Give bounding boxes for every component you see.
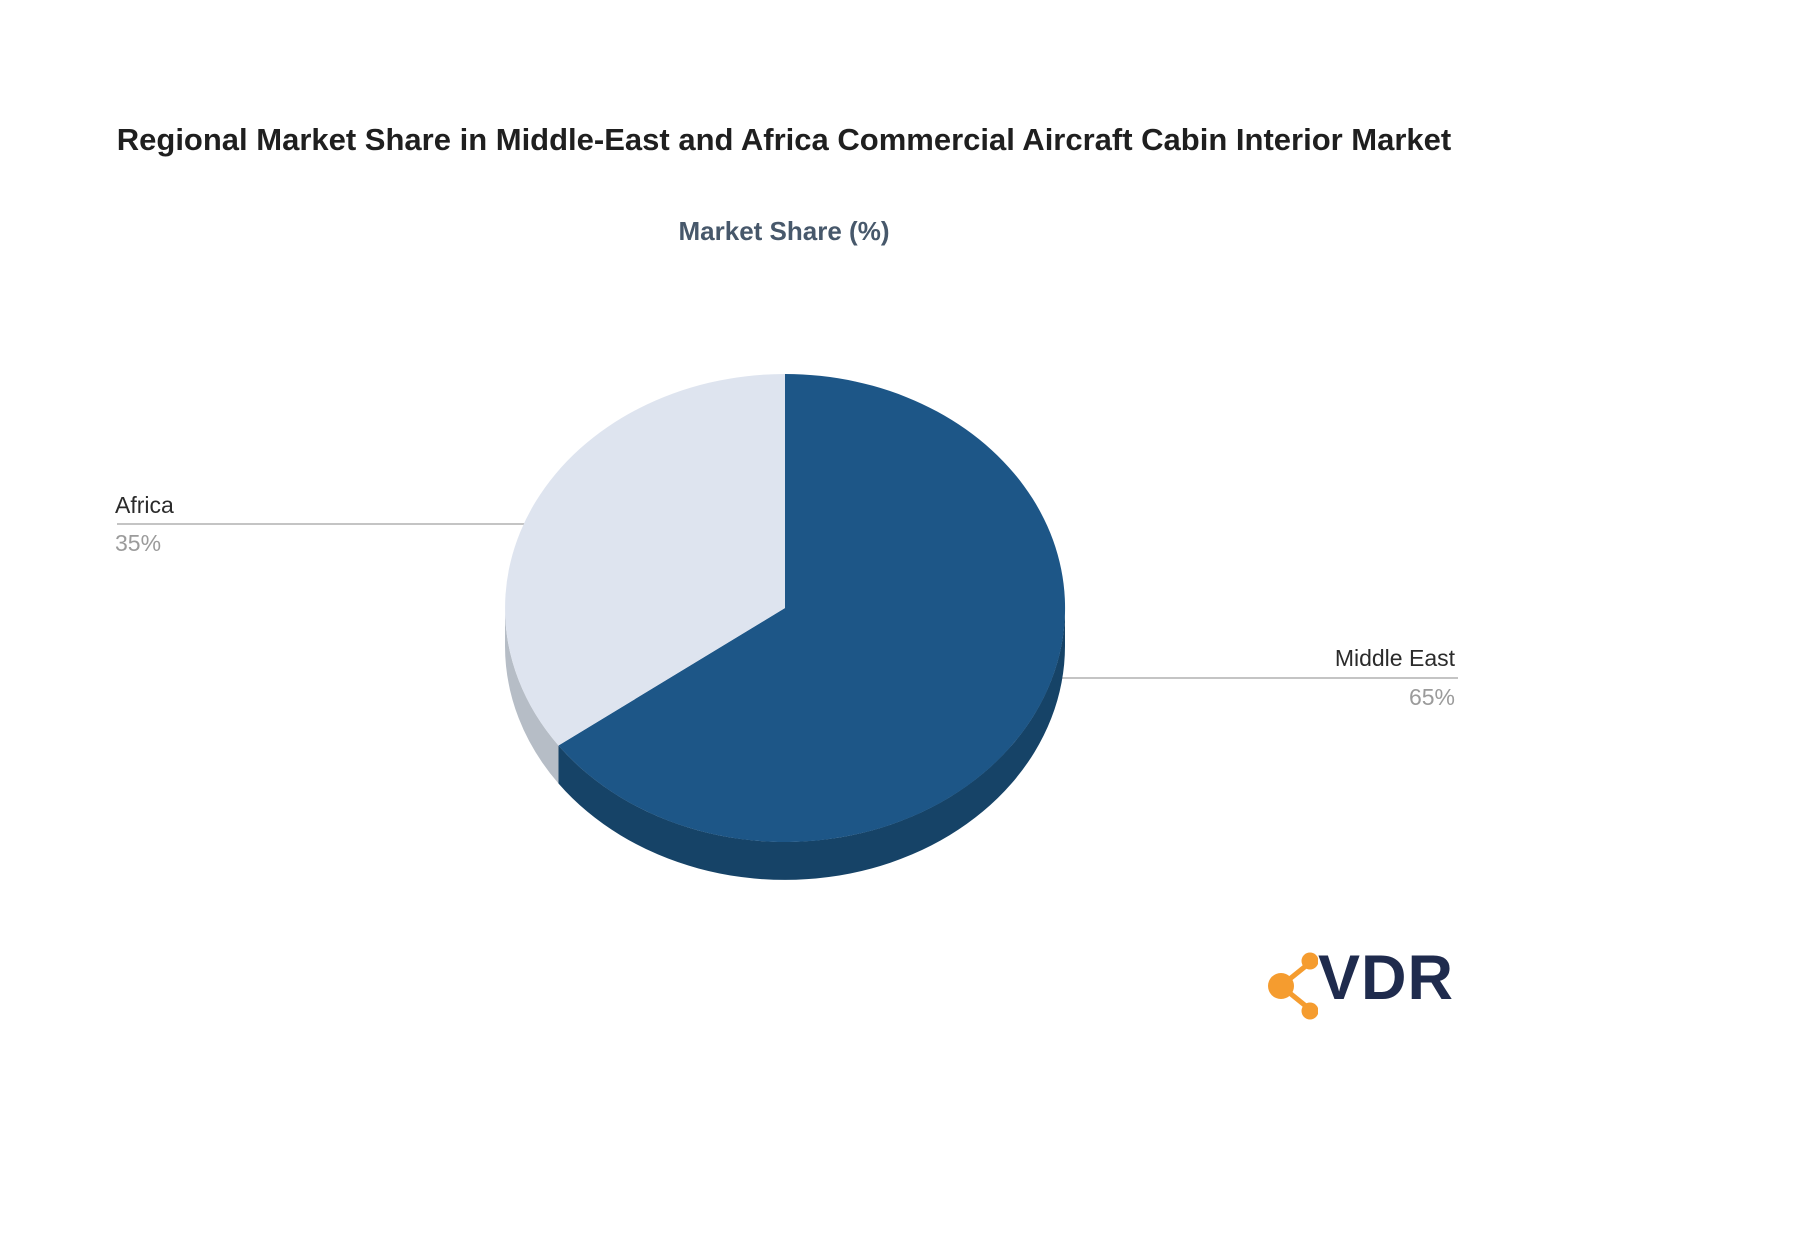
pie-slice-africa (505, 374, 785, 746)
chart-title: Regional Market Share in Middle-East and… (116, 122, 1452, 157)
chart-subtitle: Market Share (%) (678, 216, 890, 246)
share-molecule-icon (1268, 952, 1318, 1020)
africa-label: Africa (115, 492, 174, 518)
pie-slice-middle-east (558, 374, 1066, 842)
vdr-logo-text: VDR (1318, 943, 1455, 1013)
africa-value-label: 35% (115, 530, 162, 556)
pie-slice-side-africa (505, 608, 559, 784)
middle-east-value-label: 65% (1408, 684, 1455, 710)
pie-slice-side-middle-east (558, 608, 1065, 880)
middle-east-label: Middle East (1334, 645, 1455, 671)
